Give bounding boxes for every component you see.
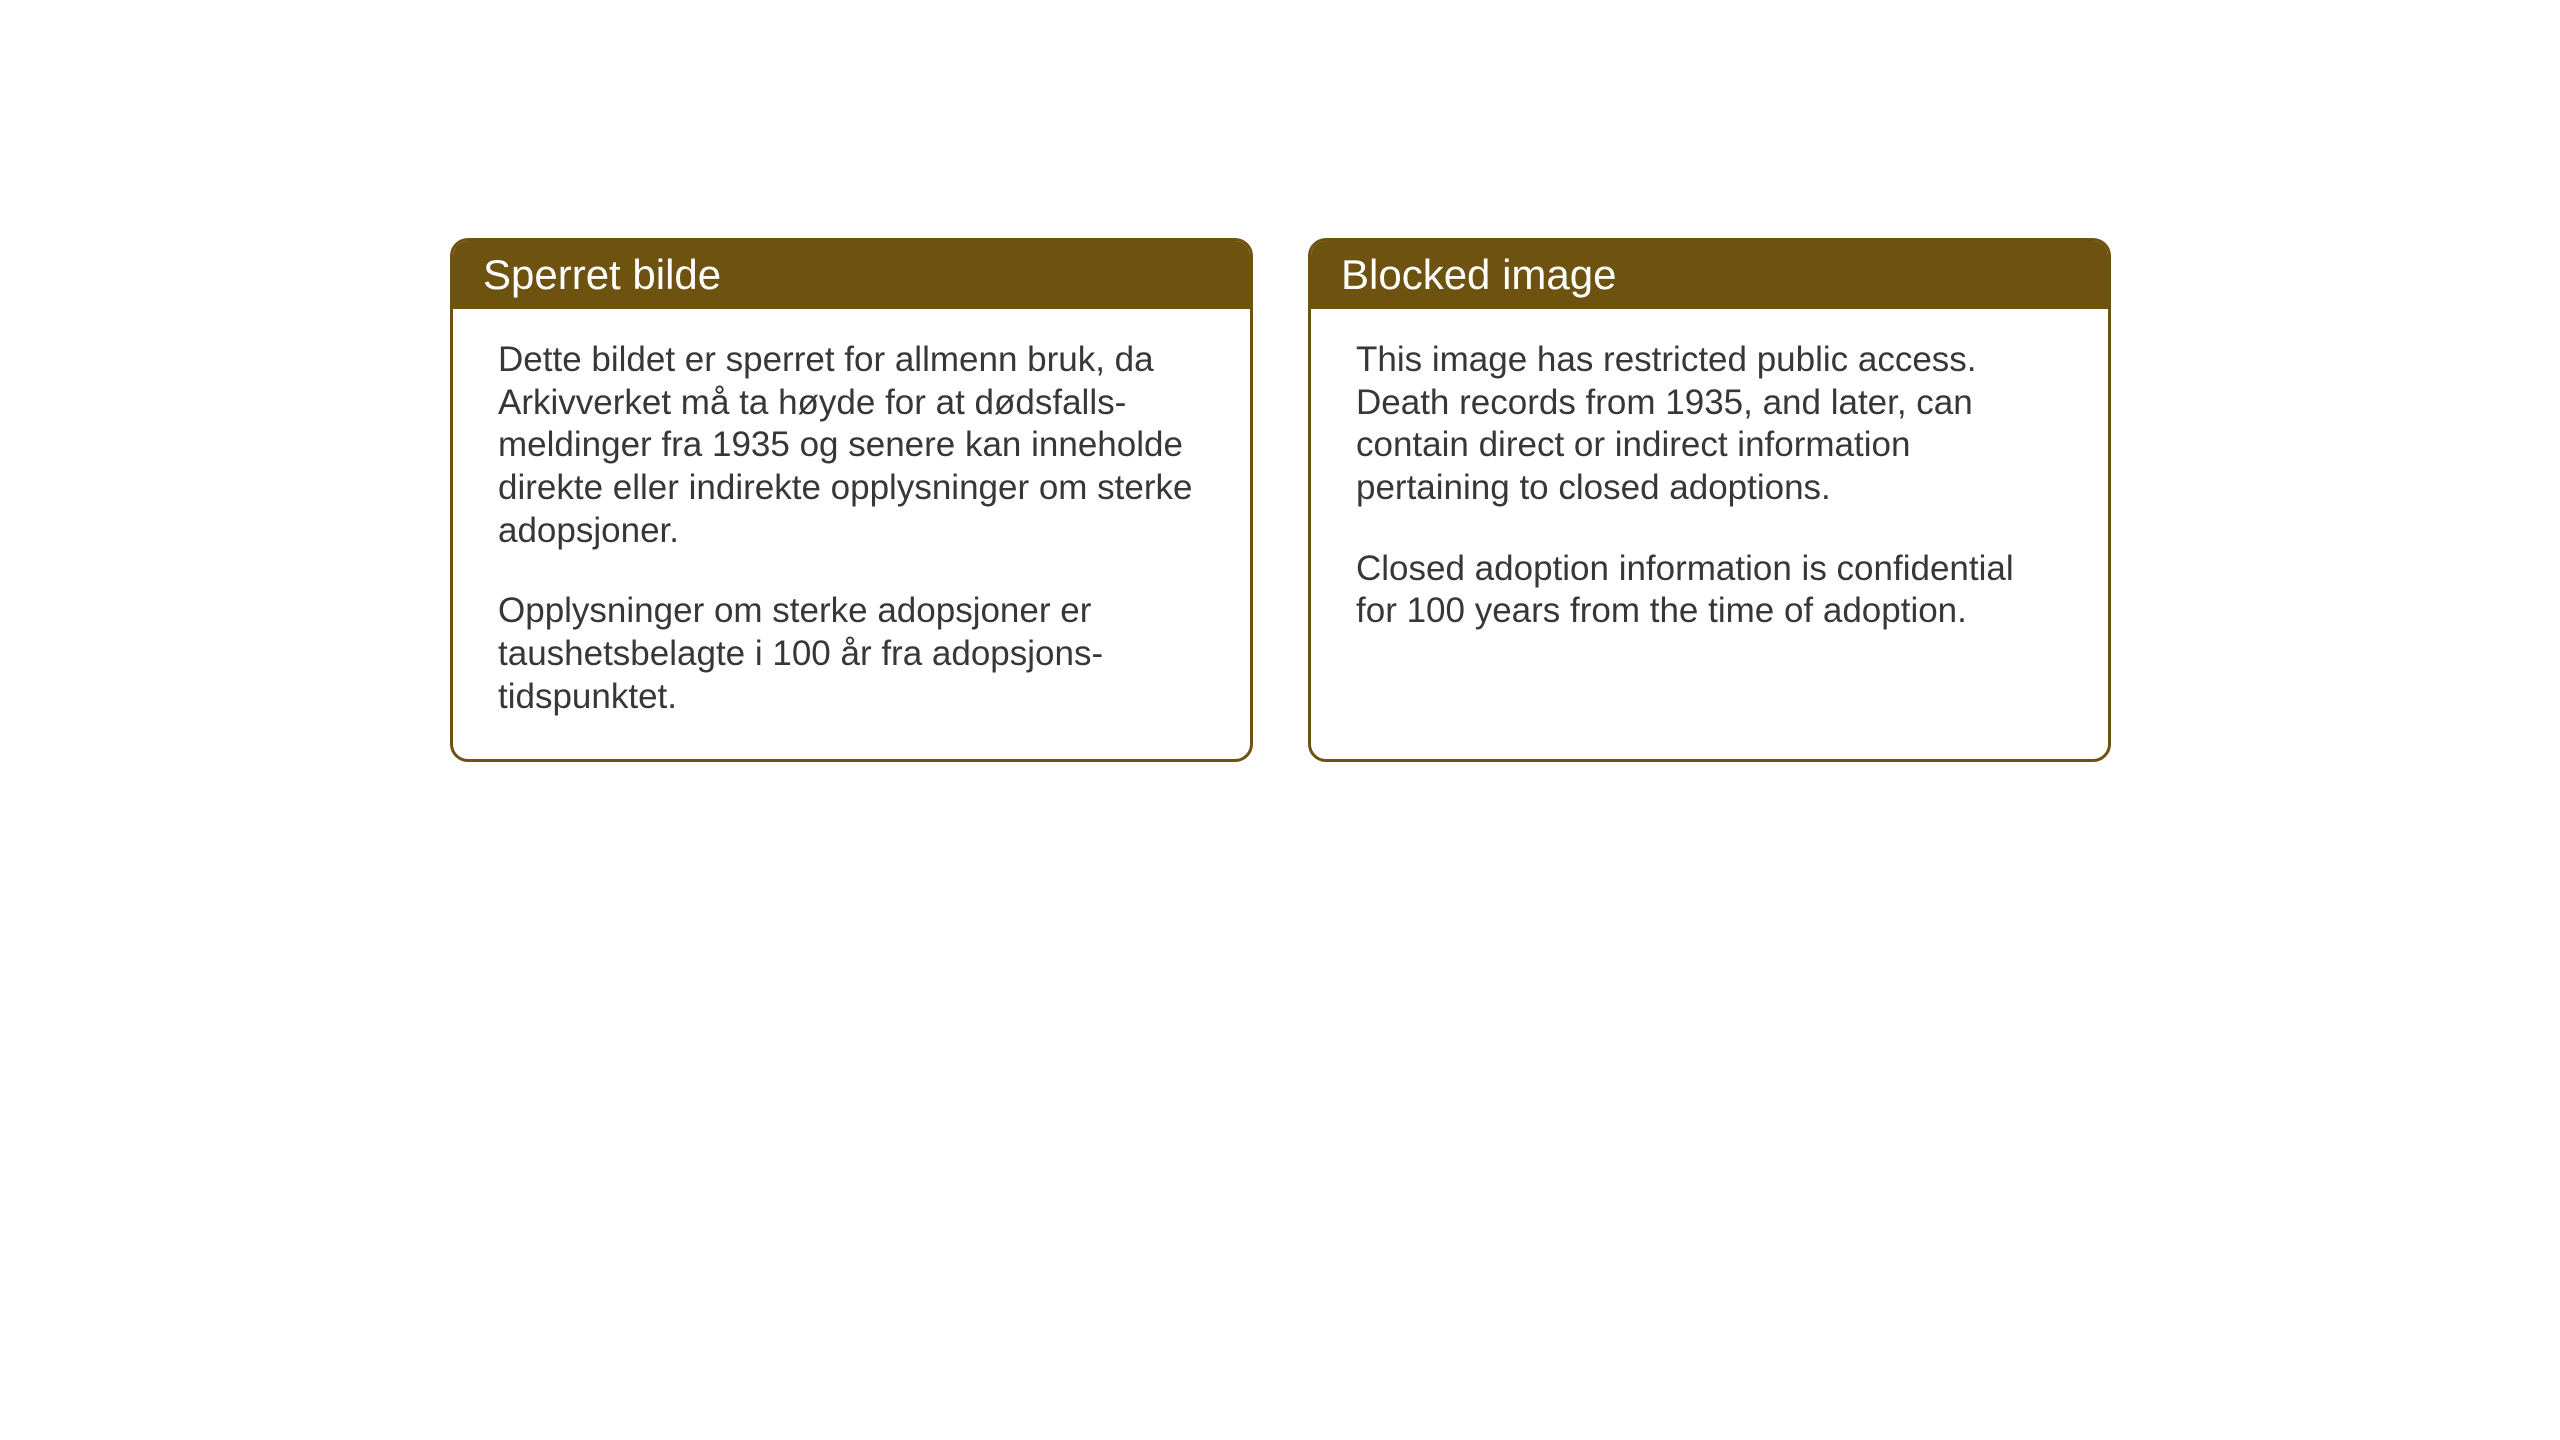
notice-body-english: This image has restricted public access.… [1311,309,2108,673]
notice-title-english: Blocked image [1311,241,2108,309]
notice-container: Sperret bilde Dette bildet er sperret fo… [450,238,2111,762]
notice-paragraph-2-english: Closed adoption information is confident… [1356,548,2063,633]
notice-paragraph-2-norwegian: Opplysninger om sterke adopsjoner er tau… [498,590,1205,718]
notice-title-norwegian: Sperret bilde [453,241,1250,309]
notice-card-english: Blocked image This image has restricted … [1308,238,2111,762]
notice-body-norwegian: Dette bildet er sperret for allmenn bruk… [453,309,1250,759]
notice-paragraph-1-english: This image has restricted public access.… [1356,339,2063,510]
notice-card-norwegian: Sperret bilde Dette bildet er sperret fo… [450,238,1253,762]
notice-paragraph-1-norwegian: Dette bildet er sperret for allmenn bruk… [498,339,1205,552]
